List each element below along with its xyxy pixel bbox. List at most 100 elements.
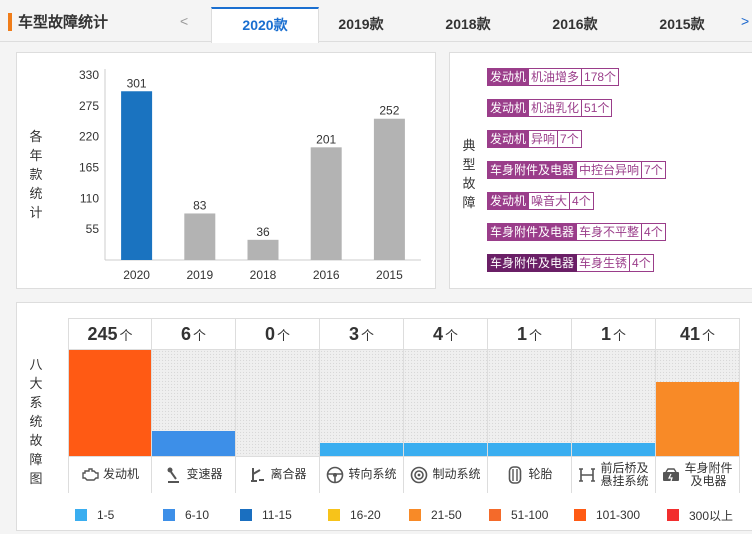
bar-2018 — [247, 239, 279, 260]
typical-faults-vertical-label: 典 型 故 障 — [461, 136, 477, 212]
bar-2016 — [310, 147, 342, 260]
tab-2019[interactable]: 2019款 — [338, 16, 384, 32]
system-column-body-electrical[interactable]: 41 个 车身附件 及电器 — [656, 318, 740, 493]
system-name: 变速器 — [186, 467, 223, 481]
legend-label: 16-20 — [350, 508, 381, 522]
systems-vertical-label: 八 大 系 统 故 障 图 — [28, 355, 44, 488]
legend-item: 21-50 — [409, 508, 489, 522]
bar-value-label: 36 — [256, 225, 270, 239]
count-value: 1 — [600, 324, 611, 344]
legend-item: 300以上 — [667, 508, 737, 523]
fault-tag[interactable]: 车身附件及电器 中控台异响 7个 — [487, 161, 666, 179]
fault-tag[interactable]: 车身附件及电器 车身不平整 4个 — [487, 223, 666, 241]
tab-2020[interactable]: 2020款 — [211, 7, 319, 43]
fault-tag[interactable]: 发动机 机油乳化 51个 — [487, 99, 613, 117]
yearly-bar-chart: 330 275 220 165 110 55 301 2020 83 2019 36 2018 201 2… — [79, 68, 421, 282]
bar-2020 — [121, 91, 153, 261]
fault-description: 中控台异响 — [577, 161, 643, 179]
fault-tag[interactable]: 车身附件及电器 车身生锈 4个 — [487, 254, 654, 272]
bar-value-label: 83 — [193, 198, 207, 212]
system-label: 转向系统 — [320, 456, 403, 492]
prev-arrow-icon[interactable]: < — [180, 13, 189, 29]
system-name: 发动机 — [102, 467, 139, 481]
legend-label: 51-100 — [511, 508, 549, 522]
tab-2015[interactable]: 2015款 — [659, 16, 705, 32]
count-unit: 个 — [613, 328, 627, 343]
next-arrow-icon[interactable]: > — [741, 13, 750, 29]
yearly-stats-panel: 各 年 款 统 计 330 275 220 165 110 55 301 2020 83 2019… — [16, 52, 436, 289]
system-name: 转向系统 — [348, 467, 397, 481]
system-label: 离合器 — [236, 456, 319, 492]
fault-category: 发动机 — [487, 130, 530, 148]
fault-count: 7个 — [558, 130, 582, 148]
system-bar — [404, 443, 487, 456]
brake-disc-icon — [410, 466, 428, 484]
fault-count: 178个 — [582, 68, 620, 86]
count-unit: 个 — [193, 328, 207, 343]
fault-tag[interactable]: 发动机 异响 7个 — [487, 130, 582, 148]
system-bar — [69, 350, 151, 456]
legend-label: 6-10 — [185, 508, 210, 522]
system-bar — [320, 443, 403, 456]
fault-count: 4个 — [630, 254, 654, 272]
vlabel-char: 型 — [462, 157, 476, 172]
count-value: 245 — [87, 324, 118, 344]
legend-swatch — [328, 509, 340, 521]
system-label: 变速器 — [152, 456, 235, 492]
vlabel-char: 系 — [29, 395, 43, 410]
count-value: 41 — [679, 324, 700, 344]
y-tick-label: 275 — [79, 99, 99, 113]
fault-category: 发动机 — [487, 68, 530, 86]
legend-swatch — [667, 509, 679, 521]
typical-faults-panel: 典 型 故 障 发动机 机油增多 178个 发动机 机油乳化 51个 发动机 异… — [449, 52, 752, 289]
bar-value-label: 301 — [127, 76, 147, 90]
fault-category: 发动机 — [487, 99, 530, 117]
legend-swatch — [409, 509, 421, 521]
system-bar-area — [152, 350, 235, 456]
count-unit: 个 — [119, 328, 133, 343]
vlabel-char: 故 — [462, 176, 476, 191]
legend-swatch — [75, 509, 87, 521]
bar-2019 — [184, 213, 216, 260]
legend-item: 1-5 — [75, 508, 163, 522]
fault-tag[interactable]: 发动机 机油增多 178个 — [487, 68, 620, 86]
count-value: 4 — [432, 324, 443, 344]
system-name: 车身附件 及电器 — [684, 460, 733, 488]
system-name: 前后桥及 悬挂系统 — [600, 460, 649, 488]
count-unit: 个 — [445, 328, 459, 343]
x-tick-label: 2019 — [186, 268, 213, 282]
system-label: 车身附件 及电器 — [656, 456, 739, 492]
fault-tag[interactable]: 发动机 噪音大 4个 — [487, 192, 594, 210]
vlabel-char: 典 — [462, 138, 476, 153]
title-accent-bar — [8, 13, 12, 31]
legend-swatch — [163, 509, 175, 521]
system-column-engine[interactable]: 245 个 发动机 — [68, 318, 152, 493]
tab-2016[interactable]: 2016款 — [552, 16, 598, 32]
legend-label: 1-5 — [97, 508, 115, 522]
legend-item: 6-10 — [163, 508, 240, 522]
tab-2018[interactable]: 2018款 — [445, 16, 491, 32]
system-name: 制动系统 — [432, 467, 481, 481]
legend-item: 101-300 — [574, 508, 667, 522]
clutch-pedal-icon — [248, 466, 266, 484]
fault-count: 51个 — [582, 99, 613, 117]
fault-count: 4个 — [570, 192, 594, 210]
count-unit: 个 — [702, 328, 716, 343]
system-count: 245 个 — [69, 318, 151, 350]
vlabel-char: 统 — [29, 186, 43, 201]
bar-value-label: 201 — [316, 132, 336, 146]
system-bar-area — [404, 350, 487, 456]
system-name: 轮胎 — [528, 467, 553, 481]
count-unit: 个 — [529, 328, 543, 343]
vlabel-char: 款 — [29, 167, 43, 182]
page-title: 车型故障统计 — [18, 14, 109, 31]
